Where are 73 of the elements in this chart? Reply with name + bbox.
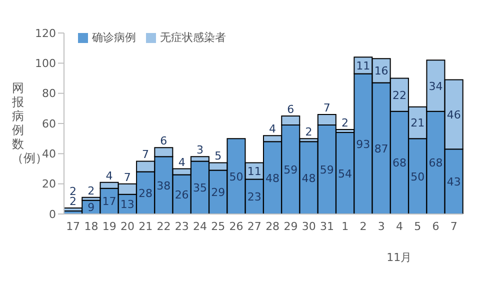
y-tick-label: 60 (42, 117, 56, 130)
x-tick-label: 3 (378, 220, 385, 233)
x-tick-label: 21 (138, 220, 153, 233)
data-label: 68 (392, 156, 406, 170)
x-tick-label: 24 (193, 220, 208, 233)
data-label: 29 (211, 186, 226, 200)
x-tick-label: 25 (211, 220, 226, 233)
data-label: 21 (410, 116, 425, 130)
data-label: 2 (88, 184, 95, 198)
x-tick-label: 27 (247, 220, 262, 233)
x-tick-label: 31 (320, 220, 334, 233)
x-tick-label: 29 (284, 220, 298, 233)
y-tick-label: 0 (49, 208, 56, 221)
x-tick-label: 20 (120, 220, 134, 233)
data-label: 54 (338, 167, 352, 180)
data-label: 59 (284, 164, 298, 177)
data-label: 23 (247, 190, 262, 204)
y-tick-label: 100 (35, 57, 56, 70)
legend-label: 无症状感染者 (160, 31, 226, 44)
y-tick-label: 80 (42, 87, 56, 100)
data-label: 50 (410, 170, 425, 184)
x-tick-label: 28 (266, 220, 280, 233)
data-label: 34 (428, 80, 443, 93)
data-label: 48 (302, 172, 316, 185)
data-label: 28 (138, 186, 153, 200)
data-label: 4 (178, 156, 186, 169)
data-label: 68 (428, 156, 443, 170)
data-label: 11 (356, 59, 370, 72)
data-label: 46 (446, 108, 461, 122)
data-label: 22 (392, 88, 406, 102)
data-label: 38 (156, 179, 171, 192)
data-label: 13 (120, 198, 134, 212)
data-label: 50 (229, 170, 244, 184)
x-tick-label: 22 (156, 220, 171, 233)
data-label: 17 (102, 195, 116, 208)
data-label: 16 (374, 64, 388, 78)
x-tick-label: 26 (229, 220, 244, 233)
data-label: 3 (196, 144, 204, 157)
text: 11月 (386, 250, 412, 265)
data-label: 35 (192, 182, 207, 195)
y-tick-label: 120 (35, 26, 56, 40)
x-tick-label: 5 (414, 220, 422, 233)
x-tick-label: 18 (84, 220, 98, 233)
data-label: 11 (247, 165, 262, 178)
data-label: 9 (88, 201, 95, 214)
data-label: 4 (106, 169, 113, 182)
data-label: 2 (305, 126, 312, 139)
x-tick-label: 1 (342, 220, 349, 233)
data-label: 7 (124, 170, 131, 184)
y-tick-label: 40 (42, 148, 56, 161)
data-label: 59 (320, 164, 334, 177)
data-label: 87 (374, 142, 388, 156)
x-tick-label: 17 (66, 220, 80, 233)
x-tick-label: 4 (396, 220, 404, 233)
data-label: 7 (142, 148, 150, 162)
data-label: 2 (342, 116, 349, 130)
data-label: 26 (174, 188, 189, 202)
data-label: 5 (214, 150, 222, 163)
data-label: 6 (160, 134, 168, 148)
data-label: 4 (269, 122, 276, 136)
x-tick-label: 19 (102, 220, 116, 233)
data-label: 6 (287, 102, 294, 116)
data-label: 48 (266, 172, 280, 185)
data-label: 93 (356, 138, 370, 151)
x-tick-label: 2 (360, 220, 367, 233)
legend-label: 确诊病例 (92, 31, 136, 44)
data-label: 43 (446, 176, 461, 189)
x-tick-label: 30 (302, 220, 316, 233)
data-label: 7 (323, 101, 330, 114)
x-tick-label: 6 (432, 220, 440, 233)
y-tick-label: 20 (42, 178, 56, 191)
x-tick-label: 7 (450, 220, 458, 233)
x-tick-label: 23 (174, 220, 189, 233)
